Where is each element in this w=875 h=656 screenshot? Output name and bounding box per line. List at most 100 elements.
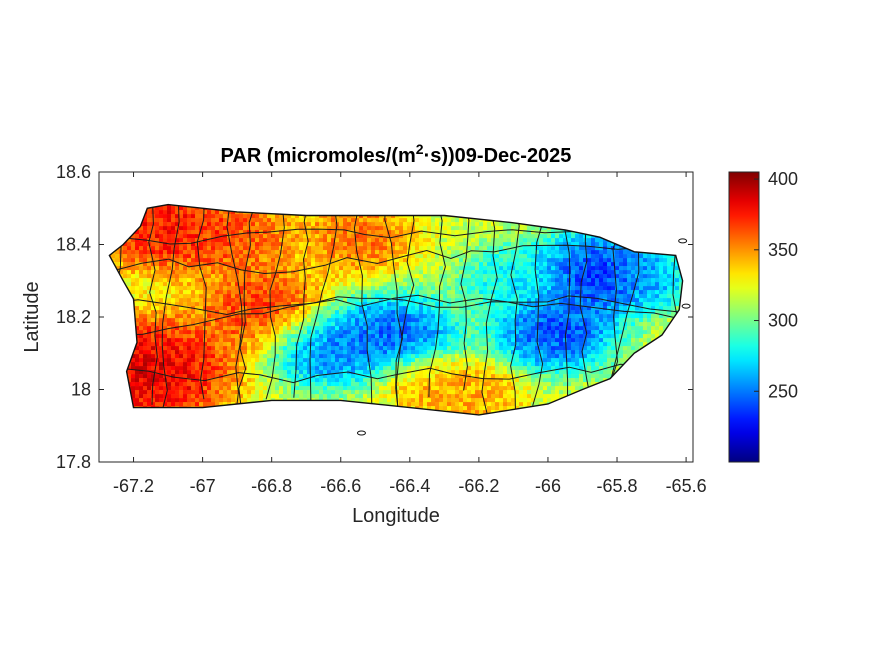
heat-cell xyxy=(471,270,476,275)
heat-cell xyxy=(263,294,268,299)
heat-cell xyxy=(399,314,404,319)
heat-cell xyxy=(623,310,628,315)
heat-cell xyxy=(495,270,500,275)
heat-cell xyxy=(223,314,228,319)
heat-cell xyxy=(499,246,504,251)
heat-cell xyxy=(231,278,236,283)
heat-cell xyxy=(355,258,360,263)
heat-cell xyxy=(395,322,400,327)
heat-cell xyxy=(223,302,228,307)
heat-cell xyxy=(379,246,384,251)
heat-cell xyxy=(279,234,284,239)
heat-cell xyxy=(379,306,384,311)
heat-cell xyxy=(443,246,448,251)
heat-cell xyxy=(631,314,636,319)
heat-cell xyxy=(443,314,448,319)
heat-cell xyxy=(455,314,460,319)
heat-cell xyxy=(471,226,476,231)
heat-cell xyxy=(391,230,396,235)
heat-cell xyxy=(595,254,600,259)
heat-cell xyxy=(387,254,392,259)
heat-cell xyxy=(207,306,212,311)
heat-cell xyxy=(363,218,368,223)
heat-cell xyxy=(631,274,636,279)
heat-cell xyxy=(651,318,656,323)
heat-cell xyxy=(295,294,300,299)
heat-cell xyxy=(359,302,364,307)
heat-cell xyxy=(207,242,212,247)
heat-cell xyxy=(447,294,452,299)
heat-cell xyxy=(595,238,600,243)
heat-cell xyxy=(323,278,328,283)
heat-cell xyxy=(347,258,352,263)
heat-cell xyxy=(175,278,180,283)
heat-cell xyxy=(159,298,164,303)
heat-cell xyxy=(515,262,520,267)
heat-cell xyxy=(211,246,216,251)
heat-cell xyxy=(383,322,388,327)
heat-cell xyxy=(403,214,408,219)
heat-cell xyxy=(635,298,640,303)
heat-cell xyxy=(335,226,340,231)
heat-cell xyxy=(235,238,240,243)
heat-cell xyxy=(431,298,436,303)
heat-cell xyxy=(499,298,504,303)
heat-cell xyxy=(187,250,192,255)
heat-cell xyxy=(391,298,396,303)
heat-cell xyxy=(115,258,120,263)
heat-cell xyxy=(271,282,276,287)
heat-cell xyxy=(539,262,544,267)
heat-cell xyxy=(591,254,596,259)
heat-cell xyxy=(451,218,456,223)
heat-cell xyxy=(235,222,240,227)
heat-cell xyxy=(479,306,484,311)
heat-cell xyxy=(419,262,424,267)
heat-cell xyxy=(183,278,188,283)
heat-cell xyxy=(191,278,196,283)
heat-cell xyxy=(647,302,652,307)
heat-cell xyxy=(579,238,584,243)
heat-cell xyxy=(563,294,568,299)
heat-cell xyxy=(515,282,520,287)
heat-cell xyxy=(631,306,636,311)
heat-cell xyxy=(567,270,572,275)
heat-cell xyxy=(187,214,192,219)
heat-cell xyxy=(275,222,280,227)
heat-cell xyxy=(479,274,484,279)
heat-cell xyxy=(239,246,244,251)
heat-cell xyxy=(179,226,184,231)
heat-cell xyxy=(535,254,540,259)
heat-cell xyxy=(167,226,172,231)
heat-cell xyxy=(199,318,204,323)
heat-cell xyxy=(175,206,180,211)
heat-cell xyxy=(459,286,464,291)
heat-cell xyxy=(151,322,156,327)
heat-cell xyxy=(383,302,388,307)
heat-cell xyxy=(267,294,272,299)
heat-cell xyxy=(243,246,248,251)
heat-cell xyxy=(587,238,592,243)
heat-cell xyxy=(579,314,584,319)
heat-cell xyxy=(167,318,172,323)
heat-cell xyxy=(295,250,300,255)
heat-cell xyxy=(239,250,244,255)
heat-cell xyxy=(259,242,264,247)
heat-cell xyxy=(403,266,408,271)
heat-cell xyxy=(447,278,452,283)
heat-cell xyxy=(527,286,532,291)
heat-cell xyxy=(503,306,508,311)
heat-cell xyxy=(139,234,144,239)
heat-cell xyxy=(483,262,488,267)
heat-cell xyxy=(295,266,300,271)
heat-cell xyxy=(279,318,284,323)
heat-cell xyxy=(427,318,432,323)
heat-cell xyxy=(247,234,252,239)
heat-cell xyxy=(303,238,308,243)
heat-cell xyxy=(451,226,456,231)
heat-cell xyxy=(671,314,676,319)
heat-cell xyxy=(323,258,328,263)
heat-cell xyxy=(195,294,200,299)
heat-cell xyxy=(619,270,624,275)
heat-cell xyxy=(455,246,460,251)
heat-cell xyxy=(599,294,604,299)
